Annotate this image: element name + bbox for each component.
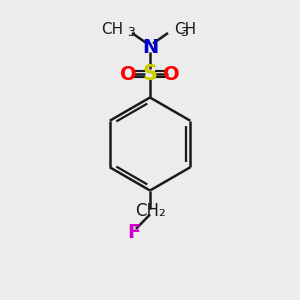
Text: O: O xyxy=(163,64,180,84)
Text: F: F xyxy=(127,223,140,242)
Text: O: O xyxy=(120,64,137,84)
Text: 3: 3 xyxy=(127,26,135,39)
Text: CH: CH xyxy=(174,22,196,37)
Text: CH: CH xyxy=(101,22,123,37)
Text: S: S xyxy=(142,64,158,84)
Text: N: N xyxy=(142,38,158,57)
Text: 3: 3 xyxy=(180,26,188,39)
Text: CH₂: CH₂ xyxy=(135,202,165,220)
